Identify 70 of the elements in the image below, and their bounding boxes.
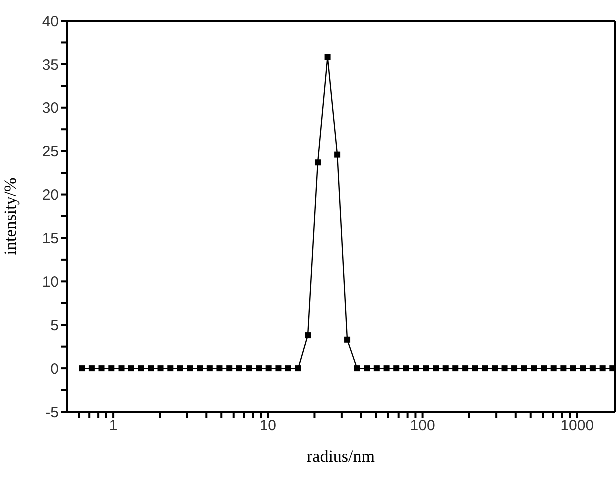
point bbox=[482, 366, 488, 372]
point bbox=[138, 366, 144, 372]
point bbox=[344, 336, 351, 343]
x-tick-label: 1000 bbox=[560, 418, 594, 435]
point bbox=[580, 366, 586, 372]
point bbox=[128, 366, 134, 372]
point bbox=[413, 366, 420, 372]
point bbox=[374, 366, 380, 372]
point bbox=[256, 366, 262, 372]
point bbox=[216, 366, 223, 372]
point bbox=[423, 366, 430, 372]
x-tick-label: 1 bbox=[109, 418, 118, 435]
point bbox=[550, 366, 557, 372]
point bbox=[187, 366, 194, 372]
point bbox=[541, 366, 548, 372]
point bbox=[512, 366, 518, 372]
point bbox=[334, 152, 341, 158]
x-axis-title: radius/nm bbox=[307, 447, 375, 466]
point bbox=[197, 366, 204, 372]
point bbox=[570, 366, 576, 372]
y-tick-label: 40 bbox=[42, 13, 59, 30]
point bbox=[354, 366, 360, 372]
point bbox=[246, 366, 252, 372]
point bbox=[226, 366, 233, 372]
y-tick-label: -5 bbox=[46, 404, 59, 422]
point bbox=[452, 366, 459, 372]
y-tick-label: 20 bbox=[42, 187, 59, 204]
x-tick-label: 100 bbox=[410, 418, 436, 435]
point bbox=[364, 366, 370, 372]
point bbox=[305, 332, 312, 339]
point bbox=[108, 366, 115, 372]
point bbox=[502, 366, 508, 372]
point bbox=[472, 366, 478, 372]
point bbox=[79, 366, 86, 372]
point bbox=[442, 366, 449, 372]
point bbox=[118, 366, 125, 372]
point bbox=[266, 366, 272, 372]
y-tick-label: 25 bbox=[42, 144, 59, 161]
y-axis-title: intensity/% bbox=[1, 178, 20, 256]
point bbox=[560, 366, 567, 372]
point bbox=[600, 366, 606, 372]
point bbox=[462, 366, 469, 372]
x-tick-label: 10 bbox=[260, 418, 277, 435]
point bbox=[276, 366, 282, 372]
point bbox=[168, 366, 174, 372]
y-tick-label: 15 bbox=[42, 230, 59, 248]
point bbox=[148, 366, 154, 372]
point bbox=[403, 366, 410, 372]
point bbox=[98, 366, 105, 372]
point bbox=[590, 366, 596, 372]
point bbox=[177, 366, 184, 372]
point bbox=[324, 54, 331, 60]
y-tick-label: 30 bbox=[42, 100, 59, 118]
point bbox=[285, 366, 292, 372]
y-tick-label: 35 bbox=[42, 56, 59, 74]
point bbox=[531, 366, 538, 372]
point bbox=[295, 366, 302, 372]
point bbox=[433, 366, 440, 372]
point bbox=[158, 366, 164, 372]
point bbox=[521, 366, 528, 372]
point bbox=[314, 160, 321, 166]
point bbox=[88, 366, 95, 372]
y-tick-label: 5 bbox=[50, 317, 59, 334]
point bbox=[394, 366, 400, 372]
point bbox=[384, 366, 390, 372]
y-tick-label: 0 bbox=[50, 360, 59, 378]
point bbox=[236, 366, 242, 372]
point bbox=[492, 366, 498, 372]
y-tick-label: 10 bbox=[42, 274, 59, 291]
point bbox=[206, 366, 213, 372]
